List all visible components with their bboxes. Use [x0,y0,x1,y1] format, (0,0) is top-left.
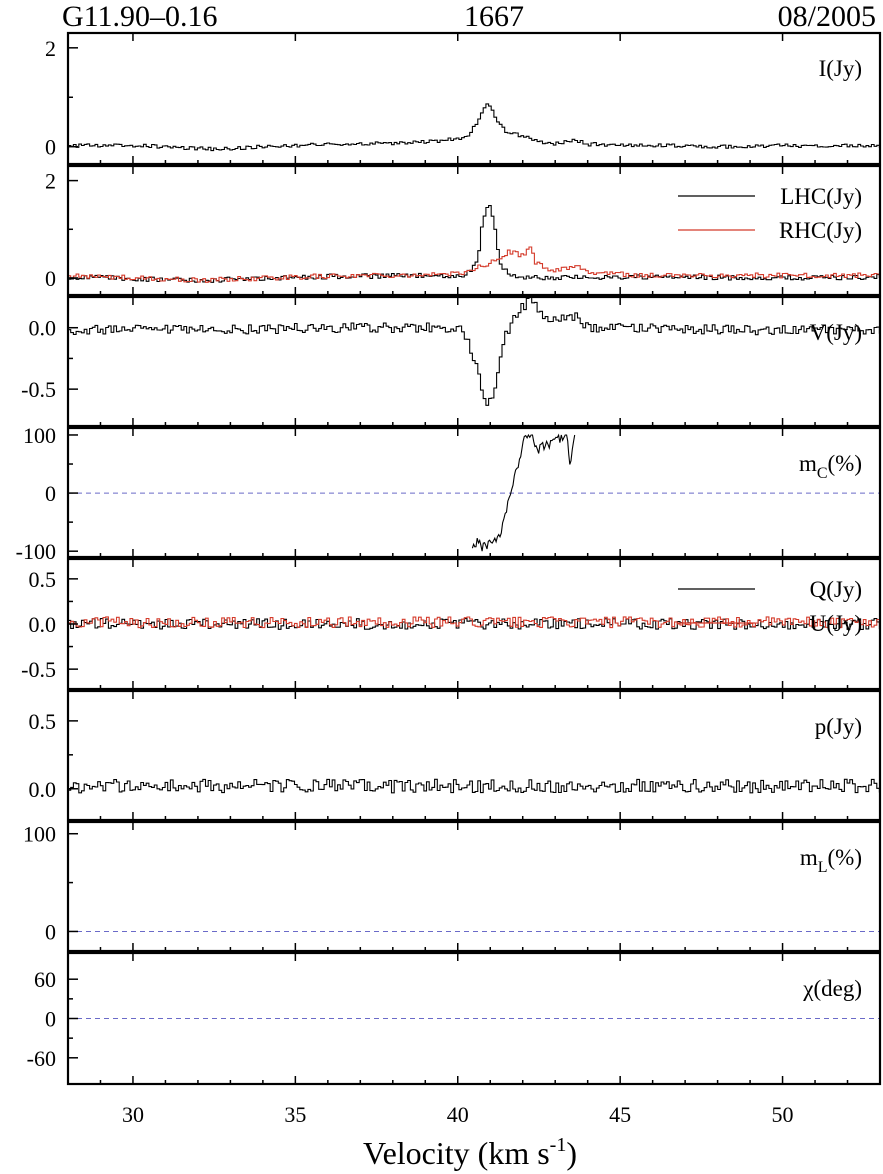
series-line-QU-1 [68,616,880,629]
panel-frame-LR [66,164,882,297]
y-tick-label-LR-0: 0 [45,266,56,291]
panel-QU: 0.5 0.0 -0.5 Q(Jy) U(Jy) [21,557,882,691]
panel-label-main-V: V(Jy) [810,320,862,345]
series-line-V-0 [68,297,880,406]
panel-label-main-mC: m [799,451,817,476]
y-tick-label-QU-2: -0.5 [21,657,56,682]
panel-label-main-p: p(Jy) [815,714,862,739]
panel-label-chi: χ(deg) [802,976,862,1001]
series-line-LR-0 [68,205,880,283]
x-axis-label-text: Velocity (km s [363,1135,550,1171]
panel-p: 0.5 0.0 p(Jy) [29,689,882,822]
panel-chi: 60 0 -60 χ(deg) [27,951,882,1086]
y-tick-label-V-0: 0.0 [29,316,57,341]
panel-label-tail-mC: (%) [828,451,862,476]
panel-frame-p [66,689,882,822]
series-line-LR-1 [68,246,880,283]
x-tick-label-2: 40 [447,1102,469,1127]
panel-label-V: V(Jy) [810,320,862,345]
panel-frame-I [66,31,882,166]
panel-stack: 0 2 I(Jy) 0 2 LHC(Jy) RHC(Jy) 0.0 -0.5 V(Jy) 100 0 -… [16,31,882,1086]
panel-V: 0.0 -0.5 V(Jy) [21,295,882,428]
y-tick-label-QU-0: 0.5 [29,567,57,592]
panel-label-main-I: I(Jy) [819,56,862,81]
panel-frame-V [66,295,882,428]
legend-label-LR-0: LHC(Jy) [780,184,862,209]
epoch-label: 08/2005 [778,0,876,33]
panel-LR: 0 2 LHC(Jy) RHC(Jy) [45,164,882,297]
panel-label-tail-mL: (%) [828,845,862,870]
panel-label-main-mL: m [800,845,818,870]
y-tick-label-p-1: 0.0 [29,777,57,802]
x-tick-label-3: 45 [609,1102,631,1127]
x-axis-label: Velocity (km s-1) [363,1134,577,1171]
x-tick-label-1: 35 [284,1102,306,1127]
legend-label-QU-0: Q(Jy) [810,577,862,602]
y-tick-label-mC-1: 0 [45,481,56,506]
y-tick-label-mC-0: 100 [23,423,56,448]
y-tick-label-p-0: 0.5 [29,709,57,734]
panel-label-mC: mC(%) [799,451,862,482]
panel-mL: 100 0 mL(%) [23,820,882,953]
y-tick-label-mL-0: 100 [23,822,56,847]
panel-label-mL: mL(%) [800,845,862,876]
x-tick-label-0: 30 [122,1102,144,1127]
panel-label-I: I(Jy) [819,56,862,81]
y-tick-label-I-1: 2 [45,36,56,61]
y-tick-label-I-0: 0 [45,135,56,160]
figure-header: G11.90–0.16 1667 08/2005 [62,0,876,33]
series-line-p-0 [68,778,880,794]
panel-I: 0 2 I(Jy) [45,31,882,166]
legend-label-QU-1: U(Jy) [810,611,862,636]
source-name: G11.90–0.16 [62,0,218,33]
legend-label-LR-1: RHC(Jy) [779,218,862,243]
y-tick-label-LR-1: 2 [45,169,56,194]
x-axis-label-exponent: -1 [550,1134,567,1156]
y-tick-label-chi-1: 0 [45,1007,56,1032]
panel-label-main-chi: χ(deg) [802,976,862,1001]
panel-label-sub-mC: C [817,465,828,482]
y-tick-label-chi-0: 60 [34,967,56,992]
y-tick-label-QU-1: 0.0 [29,612,57,637]
panel-label-p: p(Jy) [815,714,862,739]
y-tick-label-mC-2: -100 [16,539,56,564]
y-tick-label-chi-2: -60 [27,1046,56,1071]
frequency-label: 1667 [464,0,524,33]
x-axis-label-close: ) [566,1135,577,1171]
series-line-mC-0 [471,433,576,552]
panel-mC: 100 0 -100 mC(%) [16,423,882,564]
y-tick-label-V-1: -0.5 [21,377,56,402]
x-axis: 30 35 40 45 50 [122,1102,794,1127]
panel-frame-mC [66,426,882,559]
panel-frame-mL [66,820,882,953]
x-tick-label-4: 50 [772,1102,794,1127]
y-tick-label-mL-1: 0 [45,919,56,944]
panel-label-sub-mL: L [818,859,828,876]
series-line-I-0 [68,103,880,152]
